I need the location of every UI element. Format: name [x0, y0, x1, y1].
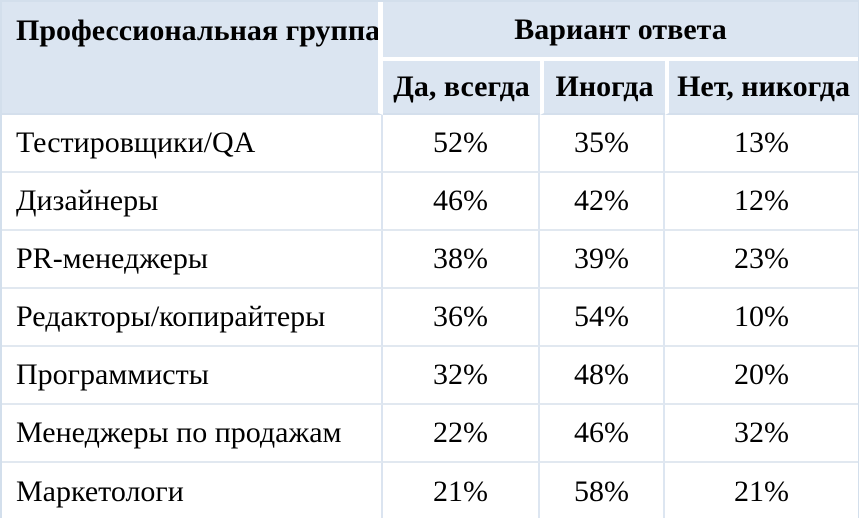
- cell-value: 22%: [383, 405, 540, 463]
- cell-value: 35%: [540, 115, 665, 173]
- table-row: Редакторы/копирайтеры 36% 54% 10%: [2, 289, 859, 347]
- cell-value: 46%: [540, 405, 665, 463]
- cell-value: 38%: [383, 231, 540, 289]
- column-header-yes-always: Да, всегда: [383, 61, 540, 115]
- table-row: Программисты 32% 48% 20%: [2, 347, 859, 405]
- row-label: PR-менеджеры: [2, 231, 383, 289]
- table-header: Профессиональная группа Вариант ответа Д…: [2, 2, 859, 115]
- table-row: Тестировщики/QA 52% 35% 13%: [2, 115, 859, 173]
- cell-value: 20%: [665, 347, 859, 405]
- table-row: Маркетологи 21% 58% 21%: [2, 463, 859, 518]
- header-row-main: Профессиональная группа Вариант ответа: [2, 2, 859, 115]
- cell-value: 42%: [540, 173, 665, 231]
- table-row: PR-менеджеры 38% 39% 23%: [2, 231, 859, 289]
- cell-value: 52%: [383, 115, 540, 173]
- column-header-sometimes: Иногда: [540, 61, 665, 115]
- cell-value: 23%: [665, 231, 859, 289]
- cell-value: 39%: [540, 231, 665, 289]
- cell-value: 58%: [540, 463, 665, 518]
- cell-value: 10%: [665, 289, 859, 347]
- row-label: Дизайнеры: [2, 173, 383, 231]
- table-body: Тестировщики/QA 52% 35% 13% Дизайнеры 46…: [2, 115, 859, 518]
- header-row-options: Да, всегда Иногда Нет, никогда: [2, 61, 859, 115]
- table-row: Менеджеры по продажам 22% 46% 32%: [2, 405, 859, 463]
- cell-value: 48%: [540, 347, 665, 405]
- table-row: Дизайнеры 46% 42% 12%: [2, 173, 859, 231]
- row-label: Редакторы/копирайтеры: [2, 289, 383, 347]
- column-header-no-never: Нет, никогда: [665, 61, 859, 115]
- row-label: Менеджеры по продажам: [2, 405, 383, 463]
- cell-value: 13%: [665, 115, 859, 173]
- row-label: Тестировщики/QA: [2, 115, 383, 173]
- cell-value: 12%: [665, 173, 859, 231]
- cell-value: 46%: [383, 173, 540, 231]
- column-header-group: Профессиональная группа: [2, 2, 383, 115]
- column-header-answer-group: Вариант ответа: [383, 2, 859, 62]
- row-label: Программисты: [2, 347, 383, 405]
- cell-value: 21%: [665, 463, 859, 518]
- cell-value: 32%: [383, 347, 540, 405]
- row-label: Маркетологи: [2, 463, 383, 518]
- cell-value: 54%: [540, 289, 665, 347]
- cell-value: 32%: [665, 405, 859, 463]
- cell-value: 36%: [383, 289, 540, 347]
- cell-value: 21%: [383, 463, 540, 518]
